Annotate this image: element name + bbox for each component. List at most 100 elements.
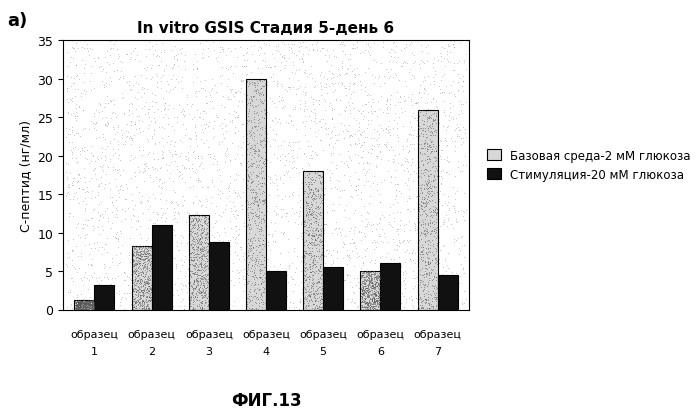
Point — [71, 303, 83, 309]
Point — [105, 138, 116, 145]
Point — [382, 97, 393, 103]
Point — [417, 251, 428, 258]
Point — [199, 263, 211, 269]
Point — [420, 156, 431, 162]
Point — [363, 210, 374, 217]
Point — [430, 301, 442, 308]
Point — [136, 253, 147, 259]
Point — [407, 141, 418, 148]
Point — [77, 304, 88, 311]
Point — [75, 305, 86, 311]
Point — [318, 97, 330, 103]
Point — [73, 200, 84, 207]
Point — [417, 244, 428, 251]
Point — [254, 231, 265, 237]
Point — [356, 110, 367, 117]
Point — [195, 299, 206, 306]
Point — [272, 211, 284, 218]
Point — [358, 287, 370, 293]
Point — [228, 211, 239, 218]
Point — [188, 218, 199, 225]
Point — [223, 288, 235, 295]
Point — [318, 272, 330, 278]
Point — [132, 273, 143, 280]
Point — [415, 278, 426, 284]
Point — [354, 177, 365, 183]
Point — [426, 295, 438, 301]
Point — [285, 174, 296, 180]
Point — [178, 197, 189, 204]
Point — [73, 305, 84, 311]
Point — [93, 157, 104, 163]
Point — [127, 252, 138, 259]
Point — [194, 236, 205, 242]
Point — [254, 228, 265, 234]
Point — [126, 268, 137, 275]
Point — [146, 164, 158, 171]
Point — [391, 133, 402, 139]
Point — [157, 272, 168, 279]
Point — [419, 227, 430, 233]
Point — [130, 271, 141, 278]
Point — [423, 297, 434, 303]
Point — [244, 224, 255, 231]
Point — [410, 260, 421, 267]
Point — [307, 110, 318, 116]
Point — [336, 188, 347, 194]
Point — [178, 306, 190, 312]
Point — [326, 230, 337, 237]
Point — [188, 262, 199, 268]
Point — [143, 306, 154, 313]
Point — [314, 297, 326, 304]
Point — [412, 274, 423, 280]
Point — [195, 250, 206, 256]
Point — [304, 293, 316, 300]
Point — [258, 261, 269, 268]
Point — [429, 110, 440, 117]
Point — [309, 291, 320, 297]
Point — [279, 52, 290, 59]
Point — [151, 79, 162, 86]
Point — [360, 299, 372, 306]
Point — [232, 104, 244, 111]
Point — [305, 216, 316, 222]
Point — [426, 138, 438, 145]
Point — [290, 67, 301, 74]
Point — [368, 300, 379, 306]
Point — [194, 301, 205, 308]
Point — [66, 54, 77, 61]
Point — [256, 296, 267, 302]
Point — [148, 191, 159, 198]
Point — [306, 265, 317, 271]
Point — [137, 257, 148, 264]
Point — [74, 306, 85, 313]
Point — [140, 100, 151, 107]
Point — [160, 105, 171, 112]
Point — [85, 299, 97, 306]
Point — [202, 225, 213, 231]
Point — [415, 222, 426, 229]
Point — [356, 301, 367, 308]
Point — [74, 303, 85, 309]
Point — [365, 284, 377, 291]
Point — [76, 300, 87, 306]
Point — [298, 242, 309, 248]
Point — [351, 254, 363, 261]
Point — [256, 148, 267, 154]
Point — [209, 184, 220, 190]
Point — [304, 269, 316, 275]
Point — [214, 172, 225, 179]
Point — [74, 301, 85, 307]
Point — [195, 290, 206, 297]
Point — [78, 126, 89, 133]
Point — [311, 187, 322, 194]
Point — [141, 248, 153, 254]
Point — [192, 222, 203, 229]
Point — [193, 254, 204, 260]
Point — [74, 299, 85, 306]
Point — [62, 304, 73, 310]
Point — [434, 121, 445, 128]
Point — [244, 95, 256, 101]
Point — [417, 305, 428, 312]
Point — [428, 184, 440, 190]
